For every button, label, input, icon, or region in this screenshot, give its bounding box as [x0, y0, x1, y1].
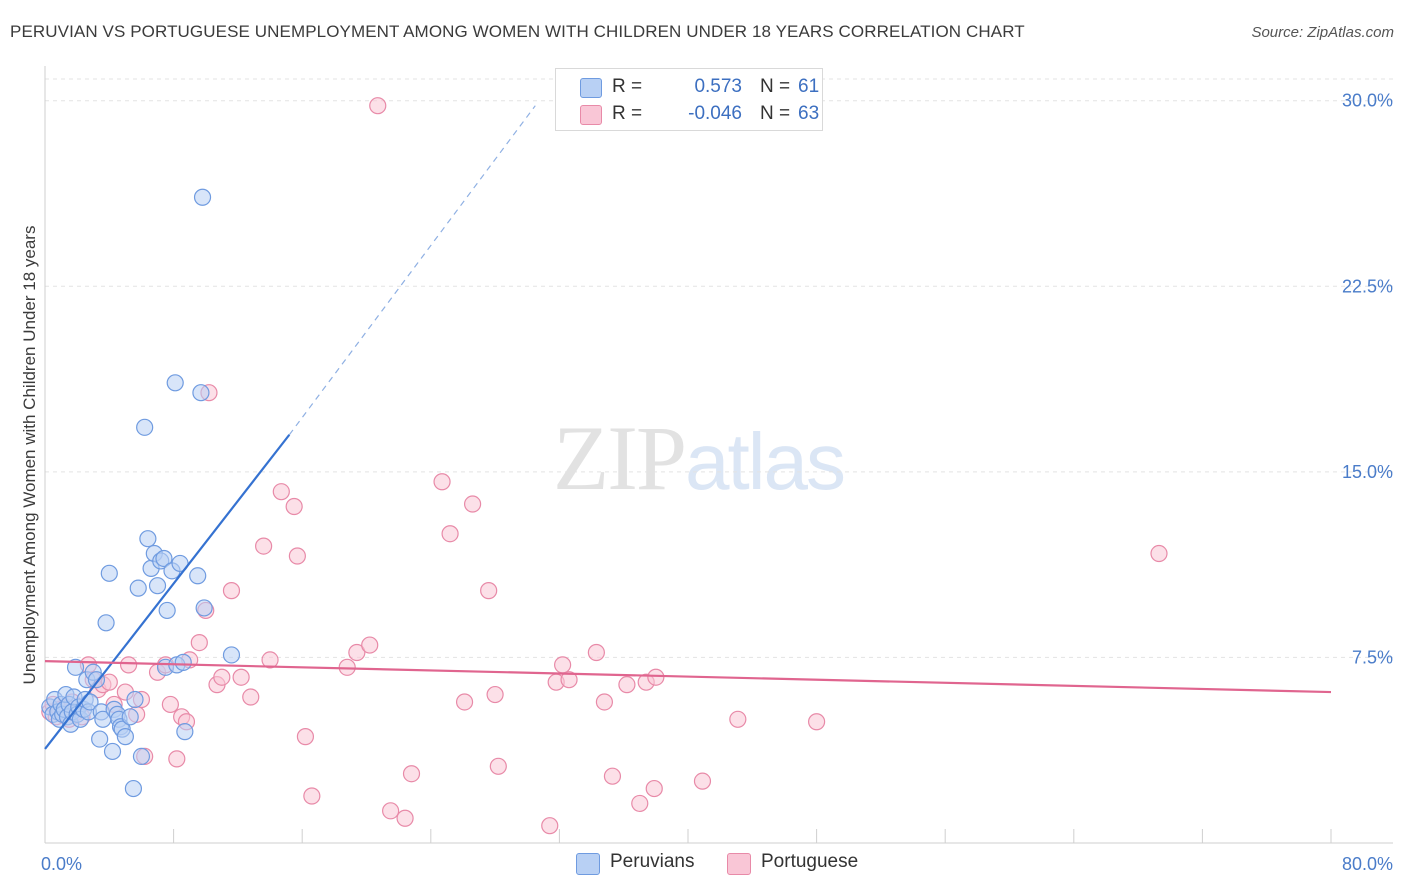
peruvian-point — [121, 708, 139, 726]
portuguese-point — [190, 633, 208, 652]
legend-n-label: N = — [760, 76, 791, 97]
portuguese-legend-label: Portuguese — [761, 851, 859, 872]
portuguese-point — [541, 817, 559, 835]
peruvian-point — [176, 723, 194, 741]
peruvian-point — [91, 730, 109, 748]
portuguese-point — [361, 636, 379, 654]
peruvian-point — [87, 671, 106, 689]
portuguese-point — [261, 651, 279, 669]
portuguese-point — [255, 537, 273, 555]
peruvian-point — [129, 579, 147, 597]
portuguese-point — [486, 685, 504, 704]
portuguese-point — [288, 547, 306, 565]
peruvian-point — [193, 188, 212, 206]
peruvian-point — [155, 549, 173, 568]
portuguese-legend-swatch — [727, 853, 751, 875]
portuguese-point — [489, 757, 507, 775]
peruvian-point — [116, 728, 134, 746]
peruvians-legend-label: Peruvians — [610, 851, 695, 872]
peruvian-point — [195, 599, 213, 617]
correlation-legend: R = 0.573 N = 61 R = -0.046 N = 63 — [555, 68, 823, 131]
portuguese-point — [119, 656, 138, 674]
portuguese-point — [441, 525, 459, 543]
portuguese-point — [168, 750, 186, 768]
peruvians-trend-extension — [288, 105, 536, 436]
portuguese-trend-line — [44, 660, 1332, 694]
portuguese-point — [603, 767, 622, 785]
peruvian-point — [166, 374, 184, 392]
legend-r-value: 0.573 — [694, 76, 742, 97]
source-label: Source: ZipAtlas.com — [1251, 24, 1394, 41]
portuguese-point — [693, 772, 712, 790]
portuguese-point — [1150, 544, 1168, 563]
peruvian-point — [222, 646, 241, 664]
legend-r-label: R = — [612, 76, 643, 97]
portuguese-point — [647, 668, 665, 686]
portuguese-point — [161, 695, 179, 714]
peruvian-point — [148, 577, 167, 595]
y-tick-label: 7.5% — [1352, 647, 1393, 667]
portuguese-point — [807, 713, 826, 731]
peruvian-point — [103, 742, 122, 761]
portuguese-point — [272, 483, 290, 501]
portuguese-point — [587, 643, 605, 662]
peruvian-point — [97, 614, 115, 632]
peruvian-point — [189, 567, 207, 585]
portuguese-point — [480, 582, 498, 600]
peruvian-point — [126, 690, 144, 709]
peruvians-swatch — [580, 78, 602, 98]
peruvians-trend-line — [44, 434, 291, 750]
peruvian-point — [158, 601, 176, 620]
portuguese-point — [729, 710, 747, 728]
legend-n-label: N = — [760, 103, 791, 124]
portuguese-point — [396, 809, 414, 827]
portuguese-point — [645, 779, 663, 798]
portuguese-point — [382, 802, 400, 820]
portuguese-point — [285, 497, 303, 516]
peruvian-point — [174, 653, 192, 671]
portuguese-point — [303, 787, 321, 805]
legend-r-value: -0.046 — [688, 103, 742, 124]
peruvian-point — [124, 779, 143, 798]
portuguese-point — [631, 794, 649, 813]
portuguese-point — [213, 668, 231, 686]
portuguese-point — [348, 643, 366, 662]
portuguese-point — [554, 656, 572, 674]
x-tick-label: 0.0% — [41, 854, 82, 874]
peruvian-point — [132, 747, 151, 766]
portuguese-point — [369, 97, 387, 115]
peruvians-legend-swatch — [576, 853, 600, 875]
portuguese-point — [455, 693, 474, 711]
peruvian-point — [66, 658, 85, 676]
portuguese-point — [595, 693, 614, 711]
legend-n-value: 61 — [798, 76, 820, 97]
portuguese-point — [560, 671, 578, 689]
portuguese-swatch — [580, 105, 602, 125]
legend-n-value: 63 — [798, 103, 820, 124]
legend-r-label: R = — [612, 103, 643, 124]
portuguese-point — [618, 676, 636, 694]
portuguese-point — [232, 668, 250, 686]
portuguese-point — [296, 728, 315, 746]
peruvian-point — [192, 384, 210, 402]
portuguese-point — [242, 688, 260, 706]
portuguese-point — [463, 495, 482, 513]
x-tick-label: 80.0% — [1342, 854, 1393, 874]
peruvian-point — [136, 418, 154, 436]
portuguese-point — [433, 473, 451, 491]
peruvian-point — [139, 530, 157, 548]
chart-title: PERUVIAN VS PORTUGUESE UNEMPLOYMENT AMON… — [10, 22, 1025, 41]
portuguese-point — [222, 582, 241, 600]
peruvian-point — [100, 564, 118, 582]
y-tick-label: 30.0% — [1342, 91, 1393, 111]
y-tick-label: 22.5% — [1342, 276, 1393, 296]
portuguese-point — [402, 765, 421, 783]
y-tick-label: 15.0% — [1342, 462, 1393, 482]
